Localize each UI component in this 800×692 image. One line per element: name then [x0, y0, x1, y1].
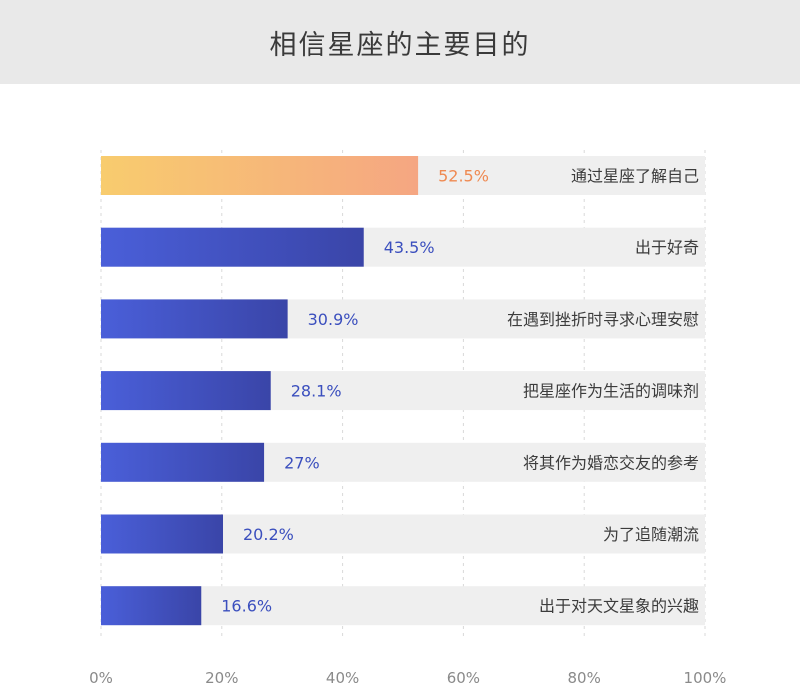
bar-value-label: 43.5% [384, 238, 435, 257]
bar-value-label: 27% [284, 453, 320, 472]
bar-track [101, 586, 705, 626]
bar-value-label: 16.6% [221, 597, 272, 616]
bar [101, 442, 265, 482]
bar-row: 28.1% 把星座作为生活的调味剂 [101, 371, 705, 411]
bar-row: 30.9% 在遇到挫折时寻求心理安慰 [101, 299, 705, 339]
bar-category-label: 把星座作为生活的调味剂 [523, 382, 699, 401]
bar-row: 52.5% 通过星座了解自己 [101, 156, 705, 195]
bar-category-label: 将其作为婚恋交友的参考 [523, 453, 699, 472]
x-tick-label: 80% [568, 669, 601, 687]
bar-row: 20.2% 为了追随潮流 [101, 514, 705, 554]
bar [101, 299, 288, 339]
bar [101, 227, 364, 267]
x-axis-ticks: 0% 20% 40% 60% 80% 100% [89, 669, 726, 687]
x-tick-label: 40% [326, 669, 359, 687]
bar-category-label: 在遇到挫折时寻求心理安慰 [507, 310, 699, 329]
bar-value-label: 20.2% [243, 525, 294, 544]
chart-title-bar: 相信星座的主要目的 [0, 0, 800, 84]
bar [101, 156, 419, 195]
bar-category-label: 出于好奇 [635, 238, 699, 257]
x-tick-label: 0% [89, 669, 113, 687]
x-tick-label: 20% [205, 669, 238, 687]
x-tick-label: 100% [684, 669, 727, 687]
bar [101, 371, 271, 411]
bar-category-label: 出于对天文星象的兴趣 [539, 597, 699, 616]
bar [101, 586, 202, 626]
bar-row: 27% 将其作为婚恋交友的参考 [101, 442, 705, 482]
bar-category-label: 为了追随潮流 [603, 525, 699, 544]
x-tick-label: 60% [447, 669, 480, 687]
bar-row: 43.5% 出于好奇 [101, 227, 705, 267]
bar-value-label: 30.9% [308, 310, 359, 329]
bar-value-label: 28.1% [291, 382, 342, 401]
bar-row: 16.6% 出于对天文星象的兴趣 [101, 586, 705, 626]
bar-layer: 52.5% 通过星座了解自己 43.5% 出于好奇 30.9% 在遇到挫折时寻求心理安慰 2… [101, 156, 705, 626]
bar-value-label: 52.5% [438, 167, 489, 186]
chart-title: 相信星座的主要目的 [269, 29, 531, 61]
bar [101, 514, 224, 554]
bar-category-label: 通过星座了解自己 [571, 167, 699, 186]
